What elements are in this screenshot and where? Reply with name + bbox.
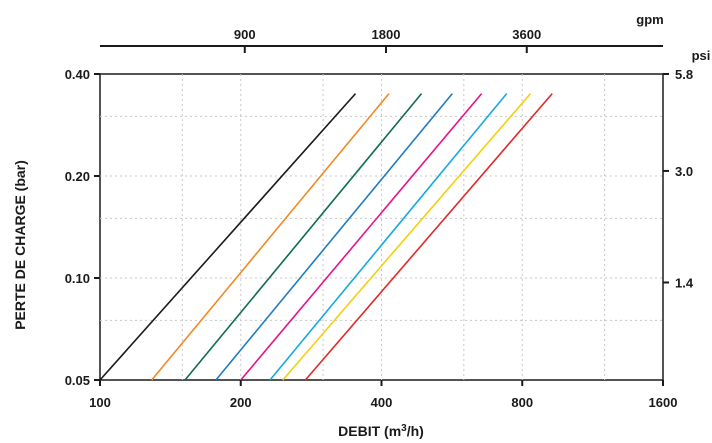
right-tick-label: 3.0 — [675, 164, 693, 179]
series-group — [99, 93, 553, 381]
y-tick-label: 0.10 — [65, 271, 90, 286]
y-tick-label: 0.05 — [65, 373, 90, 388]
x-axis-title: DEBIT (m3/h) — [338, 423, 424, 439]
series-line-8 — [304, 93, 553, 381]
series-line-2 — [151, 93, 390, 381]
top-tick-label: 1800 — [372, 27, 401, 42]
x-axis-ticks: 100 200 400 800 1600 — [89, 380, 677, 410]
top-tick-label: 900 — [234, 27, 256, 42]
series-line-6 — [269, 93, 508, 381]
x-axis-title-sup: 3 — [401, 423, 407, 434]
top-tick-label: 3600 — [512, 27, 541, 42]
y-tick-label: 0.40 — [65, 67, 90, 82]
x-axis-title-main: DEBIT (m — [338, 423, 401, 439]
y-axis-ticks: 0.05 0.10 0.20 0.40 — [65, 67, 100, 388]
y-tick-label: 0.20 — [65, 169, 90, 184]
series-line-7 — [282, 93, 532, 381]
x-tick-label: 200 — [230, 395, 252, 410]
series-line-1 — [99, 93, 357, 381]
right-tick-label: 5.8 — [675, 67, 693, 82]
right-axis-unit: psi — [692, 48, 711, 63]
x-tick-label: 1600 — [649, 395, 678, 410]
series-line-3 — [184, 93, 423, 381]
x-tick-label: 100 — [89, 395, 111, 410]
y-axis-title: PERTE DE CHARGE (bar) — [12, 160, 28, 330]
series-line-4 — [215, 93, 453, 381]
series-line-5 — [240, 93, 483, 381]
x-tick-label: 400 — [371, 395, 393, 410]
x-axis-title-tail: /h) — [407, 423, 424, 439]
x-tick-label: 800 — [511, 395, 533, 410]
grid — [100, 74, 663, 380]
top-axis-ticks: 900 1800 3600 — [234, 27, 541, 53]
top-axis-unit: gpm — [636, 12, 663, 27]
right-axis-ticks: 5.8 3.0 1.4 — [663, 67, 694, 290]
right-tick-label: 1.4 — [675, 275, 694, 290]
